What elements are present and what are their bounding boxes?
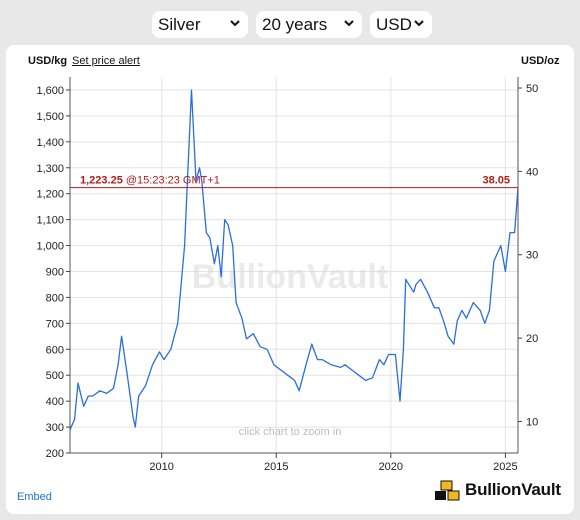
y-tick-label: 800 (46, 292, 64, 304)
y-tick-label: 300 (46, 422, 64, 434)
x-tick-label: 2025 (493, 461, 517, 473)
metal-select-value: Silver (158, 14, 201, 34)
brand-logo: BullionVault (434, 478, 561, 502)
period-select[interactable]: 20 years (256, 11, 362, 38)
y-tick-label: 1,400 (36, 137, 64, 149)
y-tick-label: 1,600 (36, 85, 64, 97)
left-unit-label: USD/kg (28, 55, 68, 67)
x-tick-label: 2020 (379, 461, 403, 473)
y-tick-label: 1,100 (36, 215, 64, 227)
chevron-down-icon (344, 20, 354, 27)
period-select-value: 20 years (262, 14, 328, 34)
set-price-alert-link[interactable]: Set price alert (72, 55, 140, 67)
chart-line-layer (69, 89, 519, 430)
y-tick-label: 1,000 (36, 241, 64, 253)
y2-tick-label: 30 (526, 250, 538, 262)
y2-tick-label: 50 (526, 83, 538, 95)
chart-axes (69, 77, 519, 454)
y-tick-label: 700 (46, 318, 64, 330)
y-tick-label: 1,200 (36, 189, 64, 201)
currency-select[interactable]: USD (370, 11, 432, 38)
chevron-down-icon (230, 20, 240, 27)
chevron-down-icon (414, 20, 424, 27)
metal-select[interactable]: Silver (152, 11, 248, 38)
gold-bars-icon (435, 480, 460, 501)
price-line-layer: 1,223.25 @15:23:23 GMT+1 38.05 (70, 175, 518, 189)
embed-link[interactable]: Embed (17, 491, 52, 503)
y-tick-label: 1,500 (36, 111, 64, 123)
chart-card (6, 45, 574, 514)
x-tick-label: 2010 (149, 461, 173, 473)
chart-grid (70, 77, 518, 454)
y-tick-label: 500 (46, 370, 64, 382)
watermark: BullionVault (192, 258, 388, 296)
price-series-line (69, 89, 519, 430)
current-price-oz-label: 38.05 (482, 175, 510, 187)
currency-select-value: USD (376, 14, 412, 34)
top-bar: Silver 20 years USD (0, 0, 580, 48)
x-tick-label: 2015 (264, 461, 288, 473)
y-tick-label: 400 (46, 396, 64, 408)
zoom-hint: click chart to zoom in (239, 426, 342, 438)
chart-ticks: 200 300 400 500 600 700 800 900 1,000 1,100 1,200 1… (36, 83, 538, 473)
y-tick-label: 900 (46, 266, 64, 278)
y-tick-label: 200 (46, 448, 64, 460)
current-price-label: 1,223.25 @15:23:23 GMT+1 (80, 175, 220, 187)
brand-name: BullionVault (465, 480, 561, 499)
y2-tick-label: 40 (526, 166, 538, 178)
y2-tick-label: 10 (526, 416, 538, 428)
right-unit-label: USD/oz (521, 55, 560, 67)
y-tick-label: 600 (46, 344, 64, 356)
y2-tick-label: 20 (526, 333, 538, 345)
y-tick-label: 1,300 (36, 163, 64, 175)
